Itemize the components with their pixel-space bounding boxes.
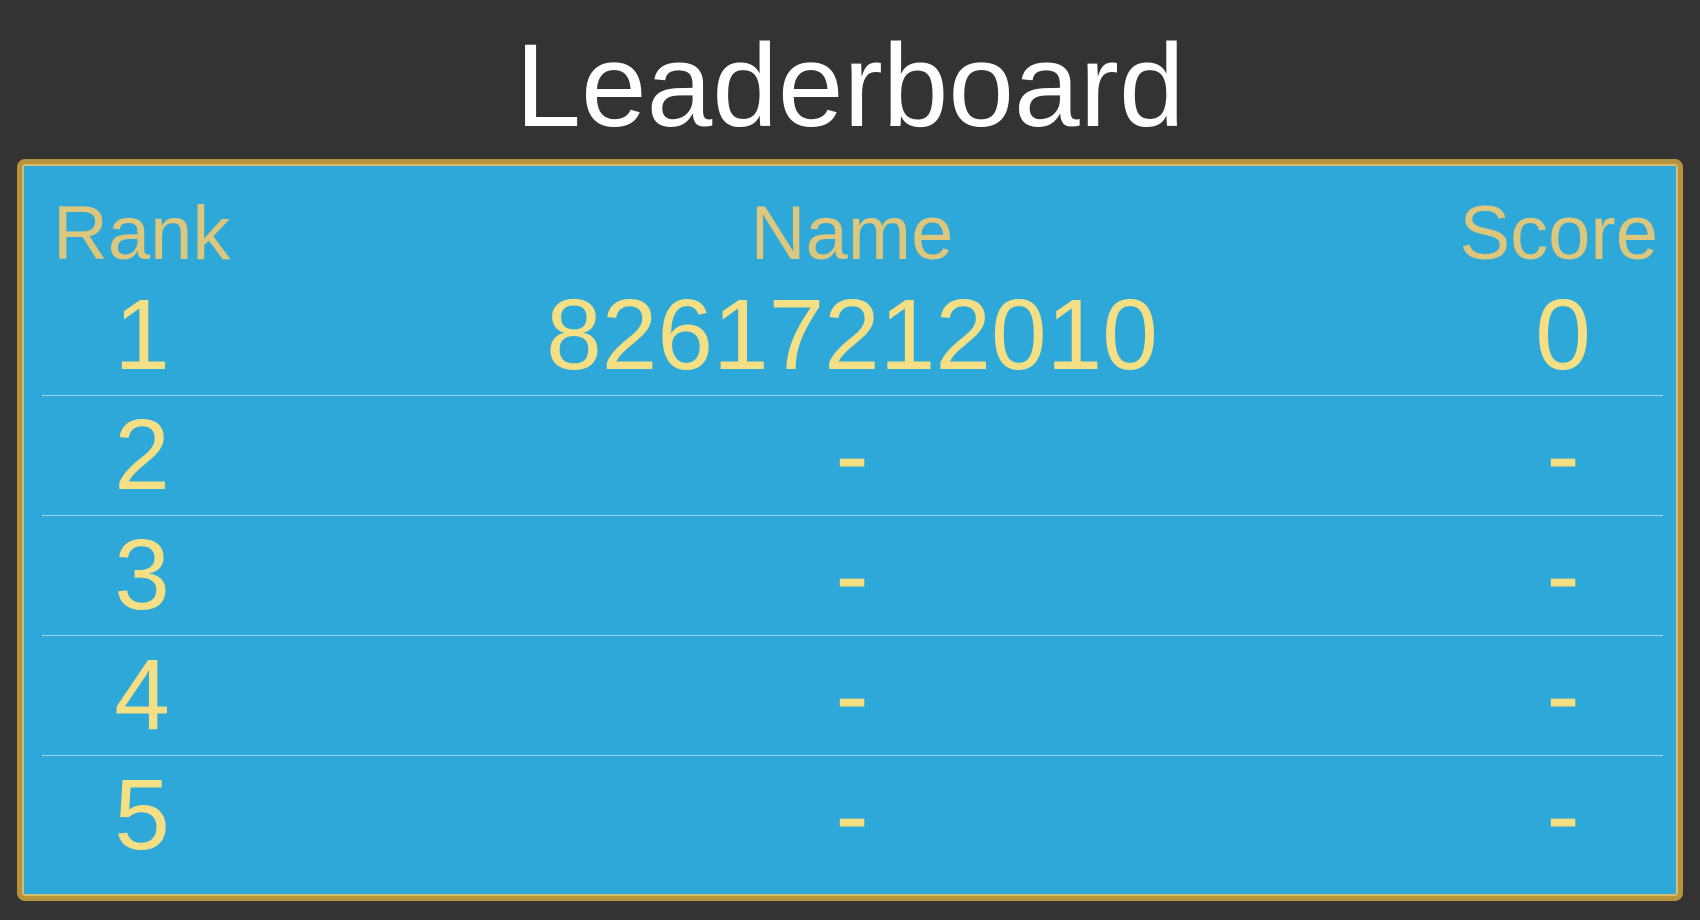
row-score: - bbox=[1546, 399, 1580, 511]
row-name: 82617212010 bbox=[546, 279, 1158, 391]
leaderboard-row-4: 4 - - bbox=[42, 636, 1663, 756]
row-rank: 2 bbox=[114, 399, 170, 511]
row-rank: 5 bbox=[114, 759, 170, 871]
column-header-score: Score bbox=[1459, 191, 1658, 276]
leaderboard-row-3: 3 - - bbox=[42, 516, 1663, 636]
row-rank: 4 bbox=[114, 639, 170, 751]
leaderboard-row-2: 2 - - bbox=[42, 396, 1663, 516]
column-header-rank: Rank bbox=[53, 191, 231, 276]
row-rank: 1 bbox=[114, 279, 170, 391]
row-name: - bbox=[835, 639, 869, 751]
row-score: 0 bbox=[1535, 279, 1591, 391]
column-header-name: Name bbox=[750, 191, 954, 276]
leaderboard-header: Rank Name Score bbox=[22, 194, 1678, 274]
leaderboard-row-5: 5 - - bbox=[42, 756, 1663, 875]
row-score: - bbox=[1546, 639, 1580, 751]
leaderboard-row-1: 1 82617212010 0 bbox=[42, 276, 1663, 396]
row-name: - bbox=[835, 399, 869, 511]
row-rank: 3 bbox=[114, 519, 170, 631]
row-score: - bbox=[1546, 759, 1580, 871]
row-name: - bbox=[835, 519, 869, 631]
leaderboard-panel: Rank Name Score 1 82617212010 0 2 - - 3 … bbox=[17, 159, 1683, 901]
leaderboard-title: Leaderboard bbox=[515, 20, 1185, 152]
row-score: - bbox=[1546, 519, 1580, 631]
row-name: - bbox=[835, 759, 869, 871]
